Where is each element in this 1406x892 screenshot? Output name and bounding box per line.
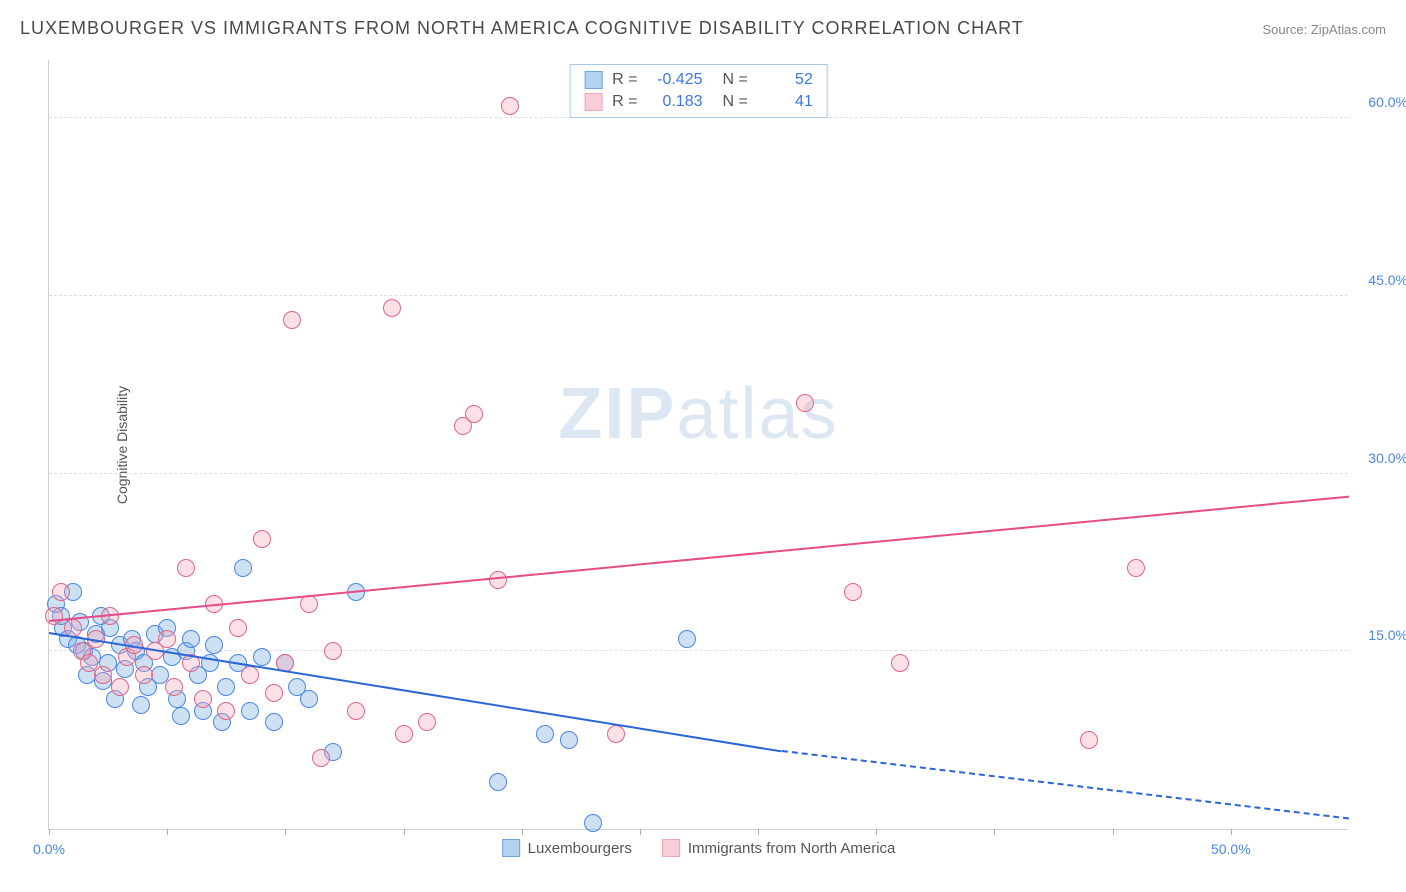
source-label: Source: ZipAtlas.com [1262,22,1386,37]
gridline [49,295,1348,296]
data-point [891,654,909,672]
x-tick [167,829,168,835]
data-point [241,666,259,684]
gridline [49,473,1348,474]
data-point [132,696,150,714]
legend-label: Immigrants from North America [688,840,896,857]
data-point [312,749,330,767]
legend-swatch [584,93,602,111]
data-point [253,648,271,666]
data-point [584,814,602,832]
legend-item: Immigrants from North America [662,839,896,857]
r-value: 0.183 [648,93,703,111]
data-point [45,607,63,625]
data-point [217,702,235,720]
legend-swatch [584,71,602,89]
x-tick-label: 50.0% [1211,841,1251,857]
data-point [253,530,271,548]
data-point [241,702,259,720]
y-tick-label: 15.0% [1353,627,1406,643]
data-point [177,559,195,577]
watermark-bold: ZIP [558,374,676,454]
y-axis-label: Cognitive Disability [114,385,130,503]
data-point [158,630,176,648]
x-tick [758,829,759,835]
legend-swatch [502,839,520,857]
r-value: -0.425 [648,71,703,89]
data-point [383,299,401,317]
data-point [678,630,696,648]
x-tick [876,829,877,835]
plot-area: Cognitive Disability ZIPatlas R = -0.425 N… [48,60,1348,830]
x-tick [640,829,641,835]
data-point [165,678,183,696]
data-point [234,559,252,577]
legend: Luxembourgers Immigrants from North Ameri… [502,839,896,857]
legend-swatch [662,839,680,857]
x-tick [1113,829,1114,835]
data-point [52,583,70,601]
stats-row: R = 0.183 N = 41 [584,91,813,113]
legend-item: Luxembourgers [502,839,632,857]
correlation-stats-box: R = -0.425 N = 52 R = 0.183 N = 41 [569,64,828,118]
data-point [283,311,301,329]
n-value: 52 [758,71,813,89]
data-point [418,713,436,731]
data-point [1080,731,1098,749]
data-point [300,690,318,708]
data-point [194,690,212,708]
data-point [135,666,153,684]
n-label: N = [723,93,748,111]
data-point [465,405,483,423]
data-point [182,630,200,648]
data-point [560,731,578,749]
y-tick-label: 60.0% [1353,94,1406,110]
data-point [205,636,223,654]
chart-title: LUXEMBOURGER VS IMMIGRANTS FROM NORTH AM… [20,18,1024,39]
data-point [217,678,235,696]
r-label: R = [612,93,637,111]
data-point [265,684,283,702]
data-point [501,97,519,115]
watermark: ZIPatlas [558,373,838,455]
legend-label: Luxembourgers [528,840,632,857]
data-point [265,713,283,731]
data-point [489,571,507,589]
data-point [607,725,625,743]
data-point [94,666,112,684]
data-point [844,583,862,601]
x-tick-label: 0.0% [33,841,65,857]
x-tick [1231,829,1232,835]
data-point [1127,559,1145,577]
x-tick [285,829,286,835]
data-point [796,394,814,412]
data-point [324,642,342,660]
gridline [49,650,1348,651]
data-point [536,725,554,743]
stats-row: R = -0.425 N = 52 [584,69,813,91]
data-point [489,773,507,791]
data-point [395,725,413,743]
data-point [111,678,129,696]
data-point [229,619,247,637]
data-point [172,707,190,725]
data-point [347,702,365,720]
y-tick-label: 30.0% [1353,450,1406,466]
y-tick-label: 45.0% [1353,272,1406,288]
r-label: R = [612,71,637,89]
title-bar: LUXEMBOURGER VS IMMIGRANTS FROM NORTH AM… [20,18,1386,39]
trend-line [782,750,1349,820]
x-tick [49,829,50,835]
x-tick [994,829,995,835]
x-tick [522,829,523,835]
n-value: 41 [758,93,813,111]
x-tick [404,829,405,835]
n-label: N = [723,71,748,89]
watermark-light: atlas [676,374,838,454]
